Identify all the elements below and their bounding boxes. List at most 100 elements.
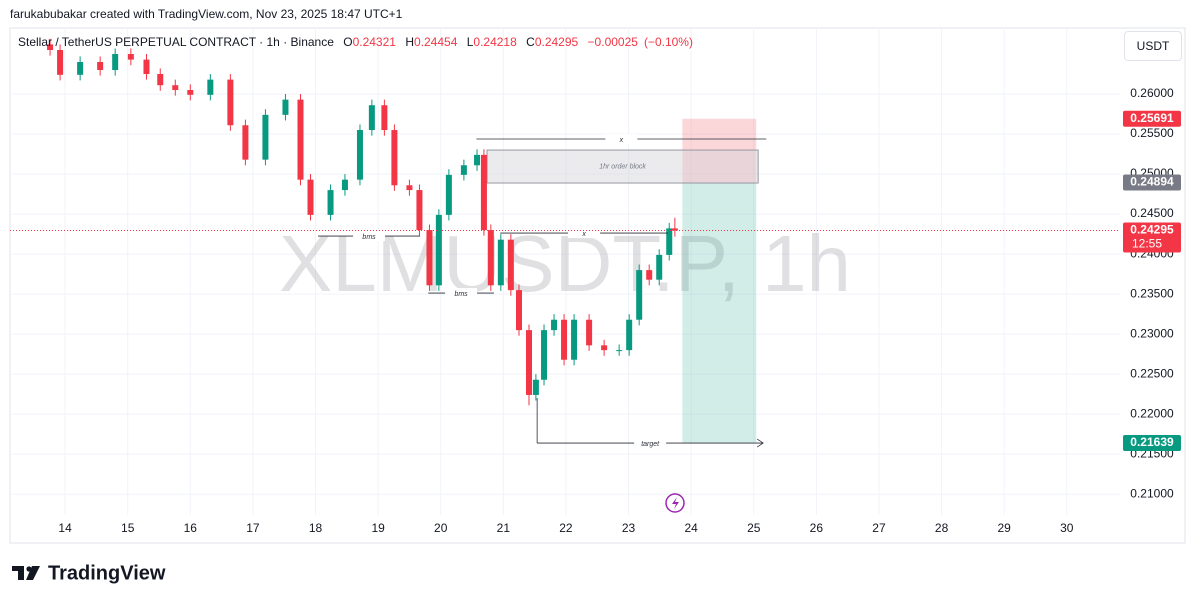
candle-body — [426, 230, 433, 286]
annotation-arrow — [756, 438, 764, 448]
x-tick-label: 24 — [684, 521, 698, 535]
candle-body — [307, 179, 314, 215]
candle-body — [671, 228, 678, 231]
x-tick-label: 29 — [997, 521, 1011, 535]
candle-body — [157, 74, 164, 86]
candle-body — [626, 319, 633, 351]
ohlc-key: C — [526, 35, 535, 49]
y-tick-label: 0.25500 — [1130, 126, 1174, 140]
candle-body — [356, 130, 363, 180]
ohlc-value: 0.24321 — [352, 35, 396, 49]
candle-body — [406, 185, 413, 191]
y-tick-label: 0.22000 — [1130, 406, 1174, 420]
brand-logo: TradingView — [12, 562, 166, 584]
y-tick-label: 0.21000 — [1130, 486, 1174, 500]
ohlc-key: O — [343, 35, 353, 49]
y-tick-label: 0.22500 — [1130, 366, 1174, 380]
candle-body — [242, 125, 249, 160]
x-tick-label: 23 — [622, 521, 636, 535]
candle-body — [541, 330, 548, 380]
x-tick-label: 30 — [1060, 521, 1074, 535]
alert-icon — [665, 493, 685, 513]
candle-body — [646, 270, 653, 280]
countdown: 12:55 — [1132, 237, 1162, 251]
alert-bolt — [672, 497, 679, 509]
price-tag-label: 0.21639 — [1130, 435, 1174, 449]
y-tick-label: 0.23500 — [1130, 286, 1174, 300]
annotation-label-bg — [353, 231, 386, 242]
order-block — [486, 149, 759, 184]
symbol-title: Stellar / TetherUS PERPETUAL CONTRACT · … — [18, 35, 334, 49]
candle-body — [262, 114, 269, 160]
annotation-label-bg — [445, 288, 478, 299]
candle-body — [127, 54, 134, 60]
y-tick-label: 0.26000 — [1130, 86, 1174, 100]
candle-body — [435, 214, 442, 286]
annotation-label: bms — [362, 234, 376, 241]
x-tick-label: 25 — [747, 521, 761, 535]
candle-body — [515, 290, 522, 331]
x-tick-label: 18 — [309, 521, 323, 535]
candle-body — [227, 79, 234, 126]
x-tick-label: 21 — [497, 521, 511, 535]
ohlc-value: 0.24454 — [413, 35, 458, 49]
y-tick-label: 0.23000 — [1130, 326, 1174, 340]
candle-body — [172, 85, 179, 91]
annotation-label-bg — [605, 134, 638, 145]
x-tick-label: 20 — [434, 521, 448, 535]
candle-body — [381, 105, 388, 131]
candle-body — [586, 319, 593, 346]
change-percent: (−0.10%) — [643, 35, 693, 49]
stop-zone — [682, 118, 757, 183]
symbol-header: Stellar / TetherUS PERPETUAL CONTRACT · … — [18, 35, 699, 49]
ohlc-value: 0.24218 — [473, 35, 517, 49]
candle-body — [532, 379, 539, 395]
candle-body — [487, 230, 494, 286]
candle-body — [391, 130, 398, 186]
candle-body — [666, 228, 673, 255]
annotation-label-bg — [568, 228, 601, 239]
ohlc-key: H — [405, 35, 414, 49]
candle-body — [341, 179, 348, 191]
x-tick-label: 27 — [872, 521, 886, 535]
candle-body — [187, 90, 194, 95]
y-tick-label: 0.24500 — [1130, 206, 1174, 220]
ohlc-key: L — [466, 35, 474, 49]
candle-body — [143, 59, 150, 75]
candle-body — [551, 319, 558, 331]
candle-body — [47, 44, 54, 51]
candle-body — [616, 350, 623, 352]
annotation-label-bg — [634, 438, 667, 449]
candle-body — [327, 190, 334, 215]
candle-body — [297, 99, 304, 180]
candle-body — [445, 174, 452, 215]
annotation-label: x — [581, 231, 586, 238]
candle-body — [460, 165, 467, 175]
price-tag — [1123, 110, 1181, 127]
candle-body — [636, 270, 643, 320]
candle-body — [112, 54, 119, 71]
candle-body — [416, 190, 423, 231]
ohlc-value: 0.24295 — [534, 35, 579, 49]
x-tick-label: 19 — [371, 521, 385, 535]
candle-body — [571, 319, 578, 360]
brand-name: TradingView — [48, 562, 166, 584]
x-tick-label: 16 — [184, 521, 198, 535]
candle-body — [526, 330, 533, 395]
candle-body — [480, 154, 487, 231]
currency-button[interactable]: USDT — [1124, 31, 1182, 61]
x-tick-label: 17 — [246, 521, 260, 535]
candle-body — [507, 239, 514, 291]
annotation-label: bms — [454, 291, 468, 298]
target-zone — [682, 182, 757, 444]
candle-body — [368, 105, 375, 131]
price-tag — [1123, 174, 1181, 191]
candle-body — [282, 99, 289, 115]
price-tag-label: 0.25691 — [1130, 111, 1174, 125]
candle-body — [601, 345, 608, 351]
candle-body — [561, 319, 568, 360]
candle-body — [656, 254, 663, 280]
x-tick-label: 26 — [810, 521, 824, 535]
